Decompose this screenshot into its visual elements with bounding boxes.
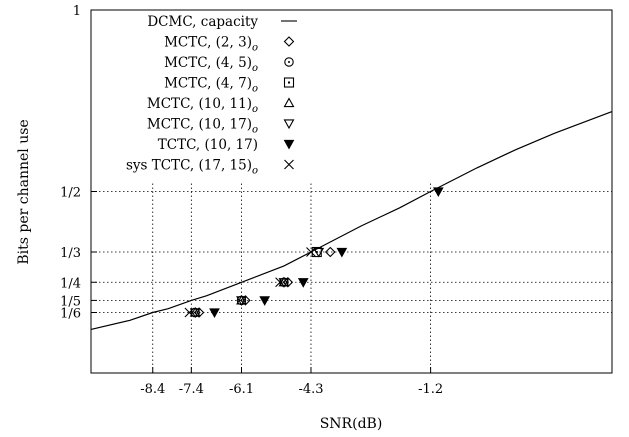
legend-label: MCTC, (10, 11)o xyxy=(147,96,258,115)
x-tick-label: -1.2 xyxy=(418,382,443,397)
data-point-triangle-down xyxy=(236,296,247,307)
y-tick-label: 1/3 xyxy=(60,246,81,261)
data-point-diamond xyxy=(282,276,294,288)
data-point-triangle-down-filled xyxy=(432,187,444,198)
capacity-curve xyxy=(90,111,613,330)
y-tick-label: 1/6 xyxy=(60,306,81,321)
axis-ticks: -8.4 -7.4 -6.1 -4.3 -1.2 1 1/2 1/3 1/4 1/51/6 xyxy=(60,4,443,397)
legend-label: MCTC, (4, 5)o xyxy=(164,55,258,74)
legend-marker-square xyxy=(283,77,295,88)
legend-label: MCTC, (2, 3)o xyxy=(164,35,258,54)
legend-marker-cross xyxy=(284,159,294,170)
legend-label: MCTC, (10, 17)o xyxy=(147,117,258,136)
data-point-triangle-down-filled xyxy=(259,296,271,306)
legend-marker-circle xyxy=(284,57,294,67)
y-axis-label: Bits per channel use xyxy=(16,119,32,264)
data-point-triangle-down-filled xyxy=(297,278,309,288)
x-axis-label: SNR(dB) xyxy=(320,416,383,432)
x-tick-label: -6.1 xyxy=(229,382,254,397)
legend-marker-triangle-up xyxy=(283,97,295,108)
data-point-diamond xyxy=(240,295,251,306)
data-points xyxy=(184,187,444,319)
data-point-triangle-down-filled xyxy=(336,247,348,258)
legend-label: TCTC, (10, 17) xyxy=(158,137,258,153)
data-point-triangle-down xyxy=(189,308,201,319)
data-point-cross xyxy=(184,307,195,318)
legend-marker-diamond xyxy=(283,36,295,47)
y-tick-label: 1 xyxy=(73,4,81,19)
y-tick-label: 1/2 xyxy=(60,186,81,201)
legend-label: MCTC, (4, 7)o xyxy=(164,76,258,95)
data-point-diamond xyxy=(193,307,205,318)
x-tick-label: -4.3 xyxy=(298,382,323,397)
data-point-triangle-down-filled xyxy=(209,308,220,319)
x-tick-label: -7.4 xyxy=(179,382,204,397)
data-point-triangle-down xyxy=(313,247,325,258)
y-tick-label: 1/4 xyxy=(60,276,81,291)
grid-lines xyxy=(91,182,612,373)
x-tick-label: -8.4 xyxy=(140,382,165,397)
data-point-diamond xyxy=(324,246,336,258)
legend-marker-triangle-down xyxy=(283,119,295,130)
y-tick-label: 1/5 xyxy=(60,294,81,309)
legend-marker-triangle-down-filled xyxy=(283,139,295,150)
data-point-cross xyxy=(275,277,285,288)
data-point-cross xyxy=(306,247,316,257)
legend-label: DCMC, capacity xyxy=(147,14,258,30)
capacity-curve-group xyxy=(90,111,613,330)
legend-label: sys TCTC, (17, 15)o xyxy=(126,158,258,177)
